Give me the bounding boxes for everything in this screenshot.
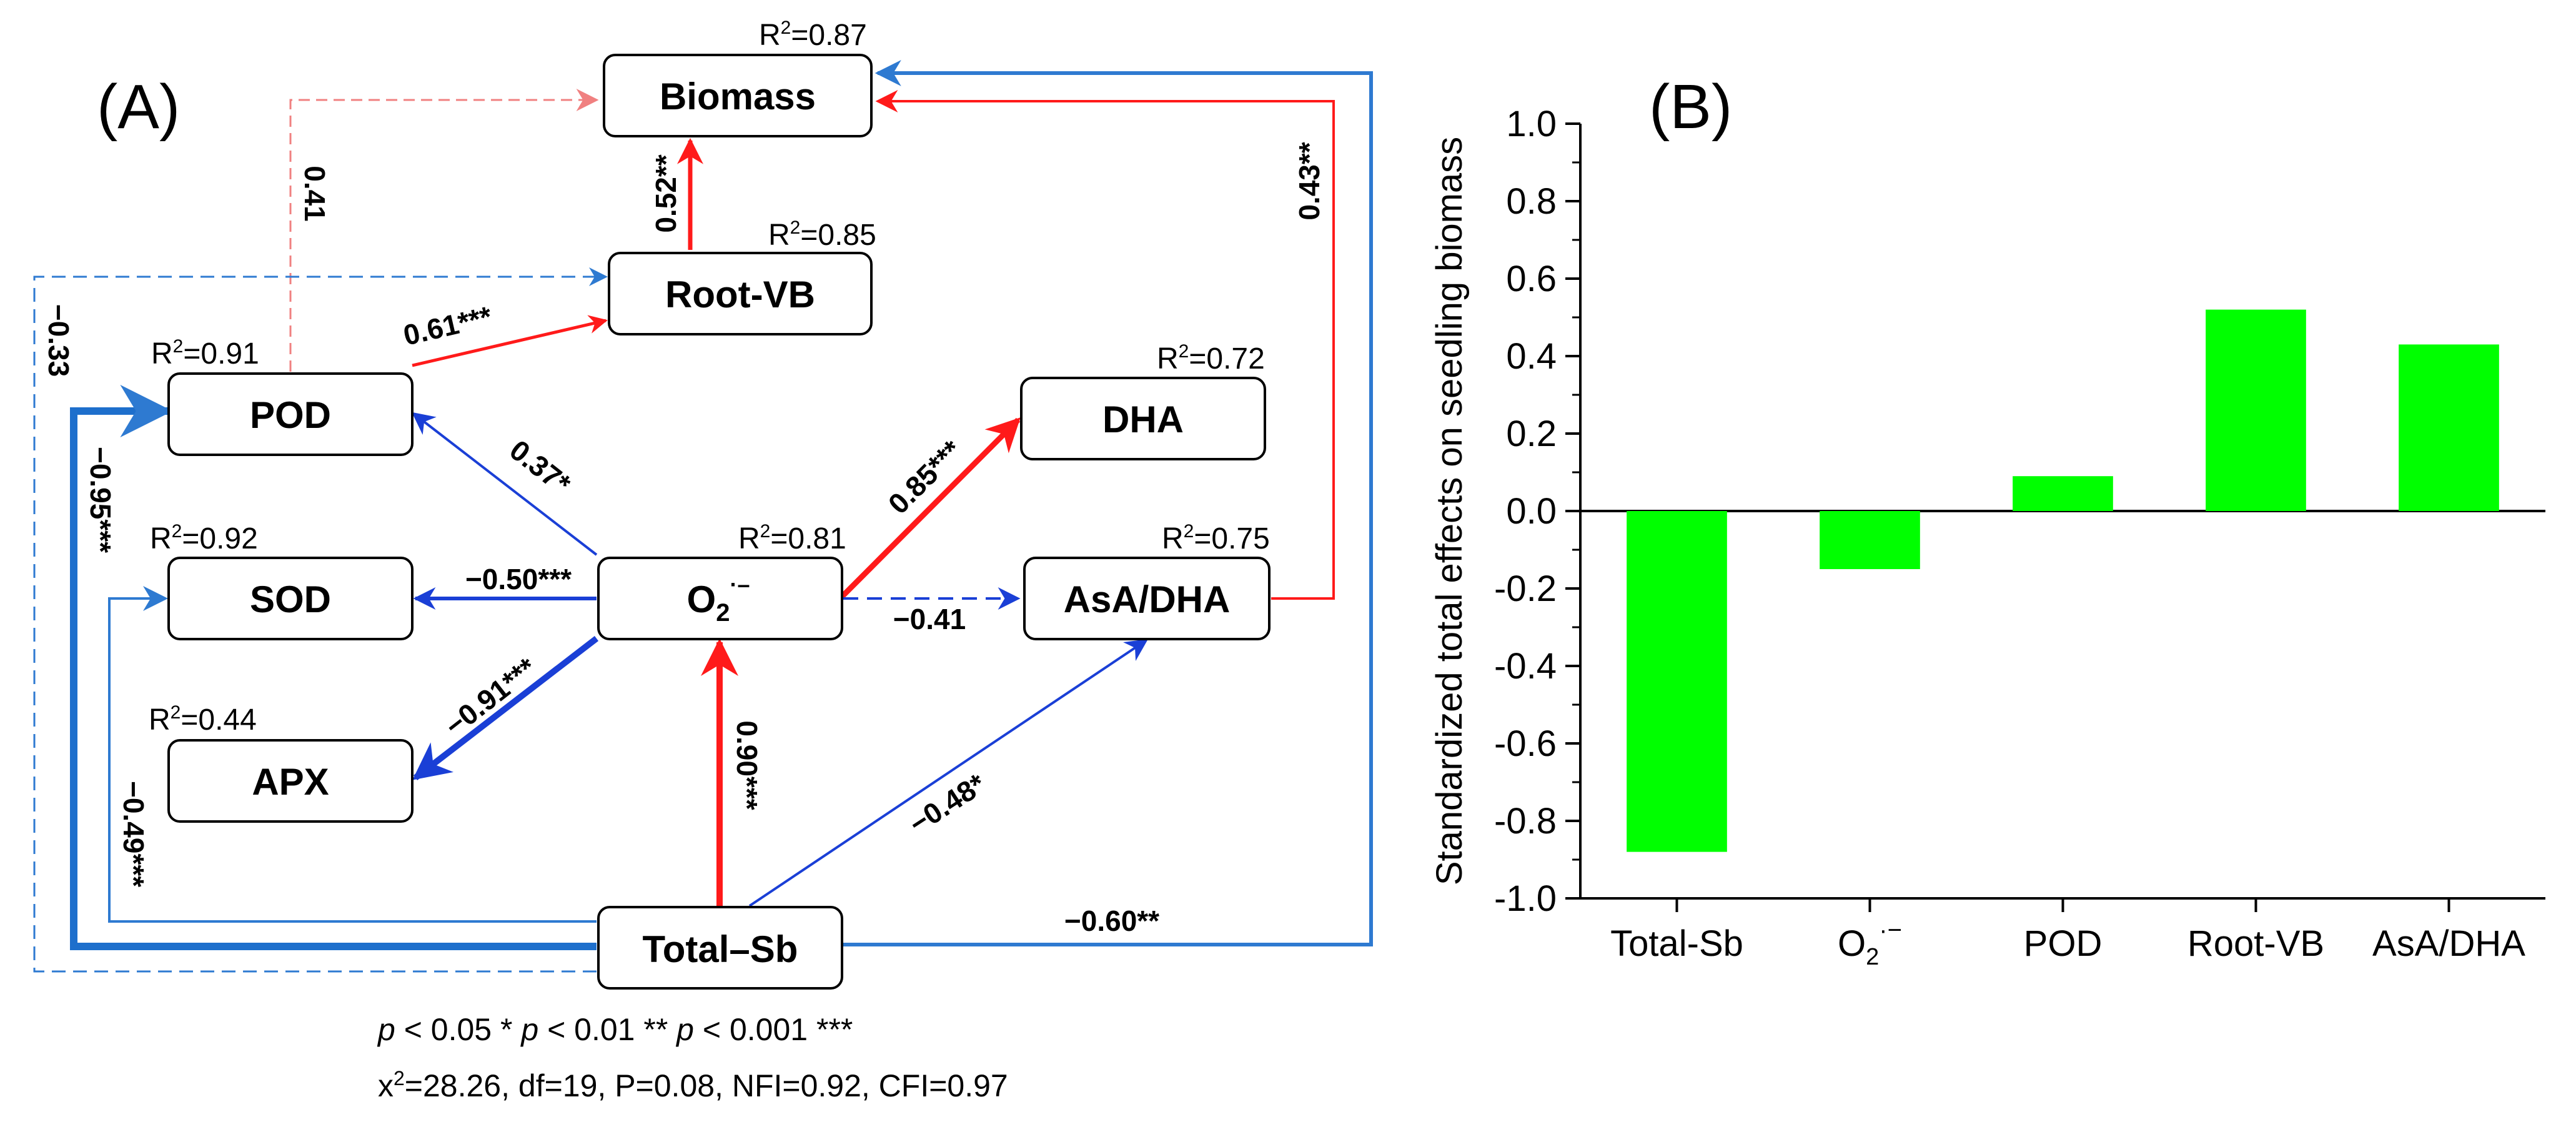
- x-tick-label: O2·−: [1838, 916, 1902, 970]
- node-biomass-label: Biomass: [660, 76, 816, 117]
- coef-totalsb-o2: 0.90***: [731, 720, 763, 810]
- node-sod-label: SOD: [250, 578, 331, 620]
- node-asa-label: AsA/DHA: [1064, 578, 1231, 620]
- coef-pod-biomass: 0.41: [299, 166, 331, 222]
- y-tick-label: 0.8: [1506, 181, 1557, 222]
- r2-sod: R2=0.92: [150, 521, 258, 555]
- y-tick-label: -0.4: [1494, 646, 1557, 687]
- coef-totalsb-sod: −0.49***: [117, 781, 150, 887]
- node-pod: POD: [167, 372, 414, 456]
- node-biomass: Biomass: [603, 54, 873, 137]
- y-tick-label: -0.6: [1494, 723, 1557, 764]
- node-pod-label: POD: [250, 394, 331, 436]
- node-apx: APX: [167, 739, 414, 823]
- bar-0: [1627, 511, 1727, 852]
- y-tick-label: -1.0: [1494, 878, 1557, 919]
- coef-totalsb-pod: −0.95***: [84, 447, 117, 553]
- coef-totalsb-asa: −0.48*: [903, 767, 991, 840]
- r2-o2: R2=0.81: [738, 521, 846, 555]
- node-o2-label: O2·–: [687, 572, 750, 627]
- node-apx-label: APX: [252, 761, 329, 803]
- r2-labels: R2=0.87 R2=0.85 R2=0.91 R2=0.72 R2=0.81 …: [149, 17, 1270, 737]
- coef-pod-rootvb: 0.61***: [400, 300, 495, 352]
- r2-biomass: R2=0.87: [759, 17, 867, 52]
- coef-totalsb-biomass: −0.60**: [1064, 905, 1159, 937]
- r2-pod: R2=0.91: [151, 336, 259, 370]
- arrow-pod-rootvb: [412, 315, 608, 367]
- y-tick-label: -0.8: [1494, 801, 1557, 842]
- r2-asa: R2=0.75: [1162, 521, 1270, 555]
- y-tick-label: 0.4: [1506, 336, 1557, 377]
- panel-a: (A): [33, 17, 1373, 1103]
- coef-totalsb-rootvb: −0.33: [42, 304, 75, 377]
- r2-dha: R2=0.72: [1157, 341, 1265, 375]
- arrow-asa-biomass: [875, 90, 1335, 600]
- significance-note: p < 0.05 * p < 0.01 ** p < 0.001 ***: [377, 1012, 853, 1047]
- x-tick-label: AsA/DHA: [2372, 923, 2525, 964]
- arrow-totalsb-rootvb: [33, 267, 608, 973]
- arrow-o2-pod: [412, 412, 598, 556]
- y-tick-label: 1.0: [1506, 104, 1557, 144]
- arrow-pod-biomass: [289, 89, 599, 372]
- bar-3: [2206, 309, 2306, 511]
- arrow-o2-apx: [412, 636, 599, 780]
- node-o2: O2·–: [597, 557, 843, 640]
- coef-rootvb-biomass: 0.52**: [650, 154, 682, 232]
- x-tick-label: Root-VB: [2187, 923, 2324, 964]
- x-tick-label: POD: [2024, 923, 2103, 964]
- coef-o2-dha: 0.85***: [882, 434, 968, 520]
- arrow-totalsb-asa: [748, 638, 1148, 907]
- node-dha-label: DHA: [1102, 399, 1184, 440]
- node-sod: SOD: [167, 557, 414, 640]
- node-totalsb: Total–Sb: [597, 906, 843, 990]
- chart-bars: [1627, 309, 2499, 852]
- arrows: [33, 60, 1373, 973]
- coef-o2-asa: −0.41: [893, 603, 966, 635]
- panel-b: (B) Standardized total effects on seedli…: [1429, 72, 2545, 970]
- coef-o2-apx: −0.91***: [438, 651, 542, 742]
- bar-1: [1820, 511, 1920, 569]
- y-tick-label: -0.2: [1494, 568, 1557, 609]
- r2-apx: R2=0.44: [149, 702, 257, 737]
- node-totalsb-label: Total–Sb: [643, 928, 798, 970]
- arrow-totalsb-pod: [70, 385, 597, 950]
- model-fit-note: x2=28.26, df=19, P=0.08, NFI=0.92, CFI=0…: [378, 1067, 1008, 1103]
- node-rootvb: Root-VB: [608, 252, 873, 335]
- y-tick-label: 0.6: [1506, 259, 1557, 299]
- y-axis-label: Standardized total effects on seedling b…: [1429, 137, 1470, 885]
- panel-a-label: (A): [97, 72, 180, 142]
- node-dha: DHA: [1020, 377, 1266, 460]
- arrow-o2-dha: [840, 417, 1021, 599]
- y-tick-label: 0.2: [1506, 414, 1557, 454]
- y-tick-label: 0.0: [1506, 491, 1557, 532]
- arrow-totalsb-biomass: [843, 60, 1373, 946]
- r2-rootvb: R2=0.85: [768, 217, 876, 252]
- arrow-totalsb-sod: [108, 586, 597, 923]
- chart-ticks: 1.0 0.8 0.6 0.4 0.2 0.0 -0.2 -0.4 -0.6 -0.8 -1.0 To…: [1494, 104, 2525, 970]
- node-rootvb-label: Root-VB: [665, 274, 815, 315]
- panel-b-label: (B): [1649, 72, 1732, 142]
- bar-2: [2013, 476, 2113, 511]
- bar-4: [2399, 344, 2499, 511]
- coef-o2-sod: −0.50***: [465, 563, 572, 595]
- x-tick-label: Total-Sb: [1610, 923, 1743, 964]
- node-asa: AsA/DHA: [1023, 557, 1271, 640]
- coef-asa-biomass: 0.43**: [1293, 142, 1325, 220]
